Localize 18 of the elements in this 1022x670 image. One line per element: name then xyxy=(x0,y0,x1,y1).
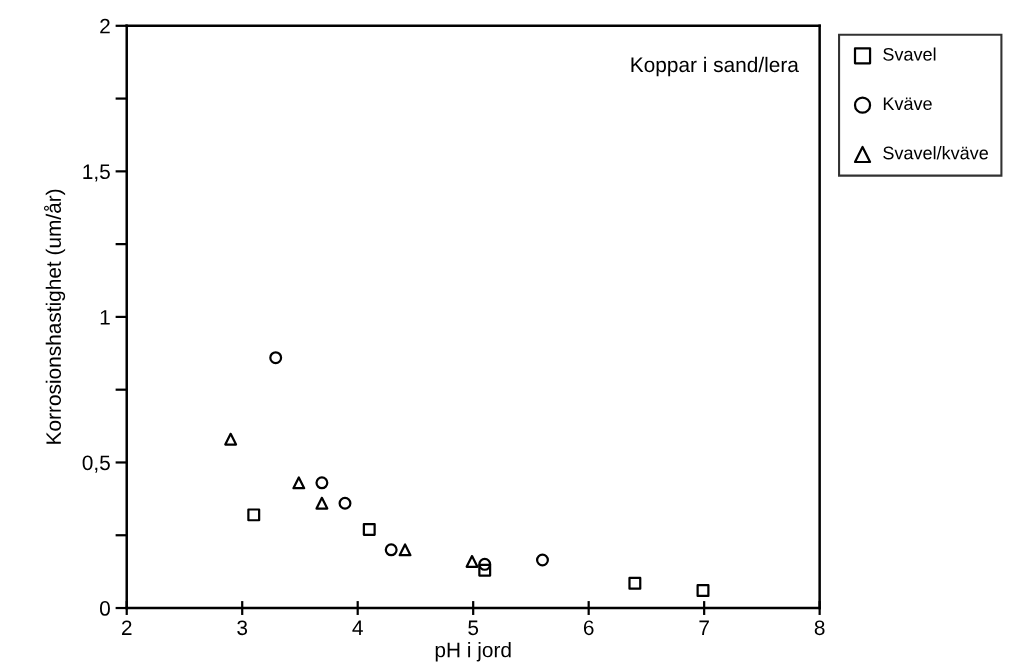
x-tick-label: 6 xyxy=(583,620,594,636)
y-tick-label: 1,5 xyxy=(83,164,110,182)
x-tick-label: 5 xyxy=(468,620,479,636)
y-axis-title: Korrosionshastighet (um/år) xyxy=(44,189,66,444)
legend-label: Svavel xyxy=(883,47,936,61)
y-tick-label: 0 xyxy=(99,601,110,616)
legend-label: Kväve xyxy=(883,97,932,111)
legend-label: Svavel/kväve xyxy=(883,146,988,160)
x-tick-label: 4 xyxy=(352,620,363,635)
y-tick-label: 1 xyxy=(100,310,110,325)
annotation: Koppar i sand/lera xyxy=(631,56,799,77)
x-tick-label: 7 xyxy=(699,620,709,635)
x-tick-label: 3 xyxy=(237,620,248,636)
y-tick-label: 0,5 xyxy=(82,455,110,473)
x-tick-label: 8 xyxy=(814,620,825,636)
x-axis-title: pH i jord xyxy=(435,642,511,662)
y-tick-label: 2 xyxy=(100,18,110,34)
x-tick-label: 2 xyxy=(121,620,132,635)
